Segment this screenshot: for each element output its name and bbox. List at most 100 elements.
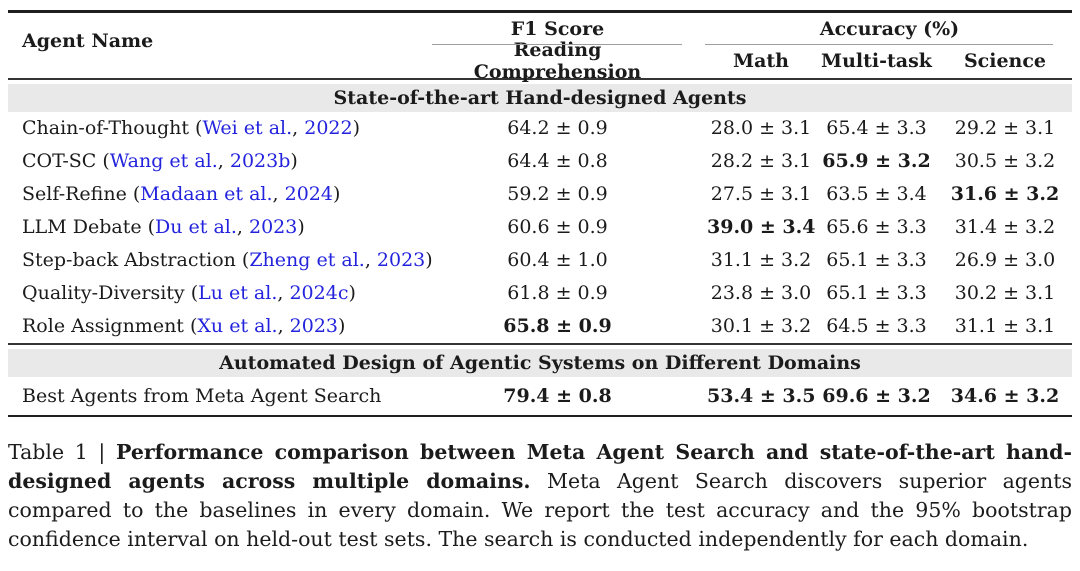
value-cell-science: 29.2 ± 3.1 xyxy=(954,117,1056,139)
results-table-figure: Agent Name F1 Score Accuracy (%) Reading… xyxy=(8,10,1072,554)
citation-link[interactable]: Lu et al. xyxy=(198,282,278,304)
value-cell-math: 28.0 ± 3.1 xyxy=(710,117,812,139)
value-cell-science: 31.4 ± 3.2 xyxy=(954,216,1056,238)
section-header-hand-designed-agents: State-of-the-art Hand-designed Agents xyxy=(8,83,1072,112)
value-cell-science: 34.6 ± 3.2 xyxy=(950,384,1060,407)
value-cell-reading-comprehension: 61.8 ± 0.9 xyxy=(507,282,608,304)
header-bottom-rule xyxy=(8,77,1072,80)
section-rows-adas: Best Agents from Meta Agent Search 79.4 … xyxy=(8,377,1072,415)
caption-label: Table 1 | xyxy=(8,440,116,464)
table-row: Quality-Diversity (Lu et al., 2024c) 61.… xyxy=(8,277,1072,310)
value-cell-math: 31.1 ± 3.2 xyxy=(710,249,812,271)
table-header: Agent Name F1 Score Accuracy (%) Reading… xyxy=(8,13,1072,83)
citation: (Du et al., 2023) xyxy=(141,216,305,238)
citation-year-link[interactable]: 2024c xyxy=(289,282,349,304)
citation: (Zheng et al., 2023) xyxy=(235,249,433,271)
citation-link[interactable]: Du et al. xyxy=(155,216,237,238)
agent-name-cell: Step-back Abstraction (Zheng et al., 202… xyxy=(8,249,433,271)
agent-name: Role Assignment xyxy=(22,315,184,337)
citation-link[interactable]: Madaan et al. xyxy=(140,183,273,205)
column-header-agent-name: Agent Name xyxy=(22,30,154,52)
table-row: COT-SC (Wang et al., 2023b) 64.4 ± 0.8 2… xyxy=(8,145,1072,178)
agent-name: Chain-of-Thought xyxy=(22,117,189,139)
value-cell-reading-comprehension: 60.4 ± 1.0 xyxy=(507,249,608,271)
value-cell-math: 30.1 ± 3.2 xyxy=(710,315,812,337)
table-bottom-rule xyxy=(8,414,1072,417)
agent-name-cell: Self-Refine (Madaan et al., 2024) xyxy=(8,183,430,205)
table-row: Role Assignment (Xu et al., 2023) 65.8 ±… xyxy=(8,310,1072,343)
agent-name: LLM Debate xyxy=(22,216,142,238)
table-caption: Table 1 | Performance comparison between… xyxy=(8,438,1072,554)
caption-bold-text: Performance comparison between Meta Agen… xyxy=(8,440,1072,493)
value-cell-multi-task: 65.4 ± 3.3 xyxy=(826,117,927,139)
citation: (Madaan et al., 2024) xyxy=(126,183,341,205)
subcolumn-header-math: Math xyxy=(733,50,789,72)
agent-name-cell: Role Assignment (Xu et al., 2023) xyxy=(8,315,430,337)
citation-year-link[interactable]: 2022 xyxy=(304,117,353,139)
value-cell-science: 31.1 ± 3.1 xyxy=(954,315,1056,337)
value-cell-math: 53.4 ± 3.5 xyxy=(707,384,816,407)
value-cell-science: 31.6 ± 3.2 xyxy=(950,183,1060,205)
value-cell-reading-comprehension: 64.2 ± 0.9 xyxy=(507,117,608,139)
value-cell-math: 23.8 ± 3.0 xyxy=(710,282,812,304)
citation: (Lu et al., 2024c) xyxy=(184,282,356,304)
table-row: Chain-of-Thought (Wei et al., 2022) 64.2… xyxy=(8,112,1072,145)
citation-year-link[interactable]: 2023 xyxy=(376,249,426,271)
value-cell-science: 26.9 ± 3.0 xyxy=(954,249,1056,271)
subcolumn-header-multi-task: Multi-task xyxy=(821,50,932,72)
agent-name-cell: Quality-Diversity (Lu et al., 2024c) xyxy=(8,282,430,304)
agent-name-cell: Best Agents from Meta Agent Search xyxy=(8,385,430,407)
value-cell-math: 39.0 ± 3.4 xyxy=(707,216,816,238)
value-cell-science: 30.5 ± 3.2 xyxy=(954,150,1056,172)
agent-name: Quality-Diversity xyxy=(22,282,185,304)
value-cell-math: 27.5 ± 3.1 xyxy=(710,183,812,205)
section-rows-hand-designed: Chain-of-Thought (Wei et al., 2022) 64.2… xyxy=(8,112,1072,343)
table-top-rule xyxy=(8,10,1072,13)
value-cell-multi-task: 65.1 ± 3.3 xyxy=(826,249,927,271)
citation-link[interactable]: Wei et al. xyxy=(202,117,293,139)
citation-year-link[interactable]: 2023b xyxy=(229,150,291,172)
value-cell-multi-task: 64.5 ± 3.3 xyxy=(826,315,927,337)
citation-link[interactable]: Zheng et al. xyxy=(249,249,365,271)
section-divider-rule xyxy=(8,342,1072,345)
value-cell-reading-comprehension: 79.4 ± 0.8 xyxy=(503,384,612,407)
value-cell-multi-task: 63.5 ± 3.4 xyxy=(826,183,927,205)
subcolumn-header-science: Science xyxy=(963,50,1047,72)
citation-year-link[interactable]: 2023 xyxy=(289,315,339,337)
accuracy-group-underline xyxy=(705,43,1053,45)
f1-group-underline xyxy=(432,43,682,45)
table-row: LLM Debate (Du et al., 2023) 60.6 ± 0.9 … xyxy=(8,211,1072,244)
value-cell-multi-task: 65.1 ± 3.3 xyxy=(826,282,927,304)
section-header-adas: Automated Design of Agentic Systems on D… xyxy=(8,348,1072,377)
value-cell-multi-task: 69.6 ± 3.2 xyxy=(822,384,931,407)
value-cell-reading-comprehension: 60.6 ± 0.9 xyxy=(507,216,608,238)
citation-year-link[interactable]: 2023 xyxy=(249,216,298,238)
caption-rest: Meta Agent Search discovers superior age… xyxy=(8,469,1073,551)
table-row: Best Agents from Meta Agent Search 79.4 … xyxy=(8,377,1072,415)
value-cell-reading-comprehension: 65.8 ± 0.9 xyxy=(503,315,612,337)
citation-link[interactable]: Wang et al. xyxy=(109,150,218,172)
value-cell-reading-comprehension: 64.4 ± 0.8 xyxy=(507,150,608,172)
agent-name: Best Agents from Meta Agent Search xyxy=(22,384,382,407)
group-header-f1-score: F1 Score xyxy=(510,17,605,40)
agent-name: COT-SC xyxy=(22,150,97,172)
citation-link[interactable]: Xu et al. xyxy=(197,315,278,337)
citation: (Wei et al., 2022) xyxy=(189,117,361,139)
citation: (Xu et al., 2023) xyxy=(183,315,346,337)
agent-name-cell: Chain-of-Thought (Wei et al., 2022) xyxy=(8,117,430,139)
agent-name-cell: COT-SC (Wang et al., 2023b) xyxy=(8,150,430,172)
subcolumn-header-reading-comprehension: Reading Comprehension xyxy=(473,39,642,83)
value-cell-reading-comprehension: 59.2 ± 0.9 xyxy=(507,183,608,205)
table-row: Self-Refine (Madaan et al., 2024) 59.2 ±… xyxy=(8,178,1072,211)
agent-name: Self-Refine xyxy=(22,183,127,205)
citation-year-link[interactable]: 2024 xyxy=(284,183,333,205)
agent-name: Step-back Abstraction xyxy=(22,249,236,271)
value-cell-multi-task: 65.9 ± 3.2 xyxy=(822,150,931,172)
agent-name-cell: LLM Debate (Du et al., 2023) xyxy=(8,216,430,238)
table-row: Step-back Abstraction (Zheng et al., 202… xyxy=(8,244,1072,277)
value-cell-science: 30.2 ± 3.1 xyxy=(954,282,1056,304)
citation: (Wang et al., 2023b) xyxy=(96,150,298,172)
value-cell-math: 28.2 ± 3.1 xyxy=(710,150,812,172)
group-header-accuracy: Accuracy (%) xyxy=(819,17,960,40)
value-cell-multi-task: 65.6 ± 3.3 xyxy=(826,216,927,238)
